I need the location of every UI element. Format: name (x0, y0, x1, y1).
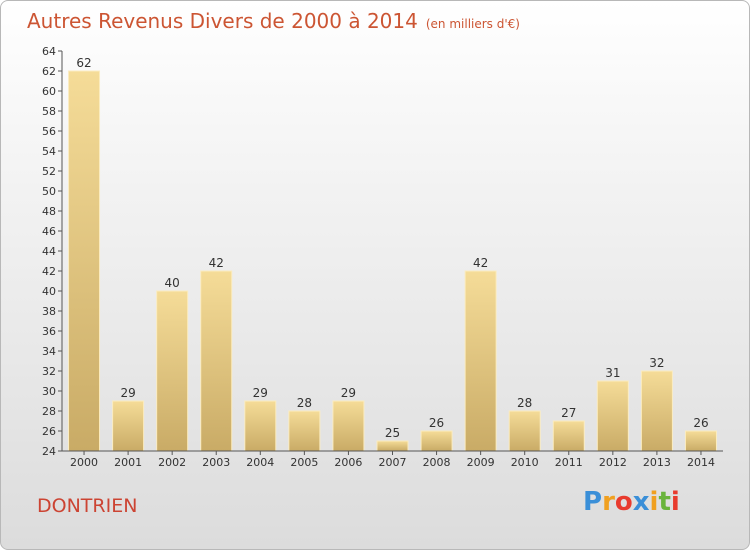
logo-letter: i (670, 487, 680, 517)
y-tick-label-32: 32 (42, 365, 56, 378)
bar-2008 (420, 430, 453, 452)
data-label-2009: 42 (473, 256, 488, 270)
y-tick-label-38: 38 (42, 305, 56, 318)
logo-letter: r (602, 487, 615, 517)
data-label-2012: 31 (605, 366, 620, 380)
x-tick-label-2002: 2002 (158, 456, 186, 469)
x-tick-label-2013: 2013 (643, 456, 671, 469)
chart-title: Autres Revenus Divers de 2000 à 2014 (en … (27, 9, 520, 33)
bar-2010 (508, 410, 541, 452)
bar-2011 (552, 420, 585, 452)
bar-2003 (200, 270, 233, 452)
bar-2009 (464, 270, 497, 452)
x-tick-label-2000: 2000 (70, 456, 98, 469)
chart-title-text: Autres Revenus Divers de 2000 à 2014 (27, 9, 418, 33)
y-tick-label-48: 48 (42, 205, 56, 218)
x-tick-label-2009: 2009 (467, 456, 495, 469)
y-tick-label-62: 62 (42, 65, 56, 78)
x-tick-label-2012: 2012 (599, 456, 627, 469)
x-tick-label-2008: 2008 (423, 456, 451, 469)
y-tick-label-28: 28 (42, 405, 56, 418)
y-tick-label-36: 36 (42, 325, 56, 338)
y-tick-label-54: 54 (42, 145, 56, 158)
bar-2005 (288, 410, 321, 452)
y-tick-label-52: 52 (42, 165, 56, 178)
x-tick-label-2006: 2006 (334, 456, 362, 469)
data-label-2000: 62 (76, 56, 91, 70)
bar-2001 (112, 400, 145, 452)
y-tick-label-30: 30 (42, 385, 56, 398)
data-label-2001: 29 (120, 386, 135, 400)
y-tick-label-46: 46 (42, 225, 56, 238)
x-tick-label-2007: 2007 (379, 456, 407, 469)
bar-2014 (684, 430, 717, 452)
data-label-2004: 29 (253, 386, 268, 400)
x-tick-label-2010: 2010 (511, 456, 539, 469)
y-tick-label-64: 64 (42, 45, 56, 58)
bar-2000 (68, 70, 101, 452)
y-tick-label-58: 58 (42, 105, 56, 118)
y-tick-label-56: 56 (42, 125, 56, 138)
data-label-2010: 28 (517, 396, 532, 410)
y-tick-label-34: 34 (42, 345, 56, 358)
town-name: DONTRIEN (37, 495, 138, 517)
data-label-2013: 32 (649, 356, 664, 370)
x-tick-label-2001: 2001 (114, 456, 142, 469)
bar-2013 (640, 370, 673, 452)
y-tick-label-44: 44 (42, 245, 56, 258)
x-tick-label-2014: 2014 (687, 456, 715, 469)
y-tick-label-40: 40 (42, 285, 56, 298)
x-tick-label-2011: 2011 (555, 456, 583, 469)
proxiti-logo: Proxiti (583, 487, 680, 517)
logo-letter: o (614, 487, 633, 517)
data-label-2003: 42 (209, 256, 224, 270)
bar-2004 (244, 400, 277, 452)
bar-2002 (156, 290, 189, 452)
data-label-2008: 26 (429, 416, 444, 430)
bar-2007 (376, 440, 409, 452)
chart-unit: (en milliers d'€) (425, 17, 520, 31)
y-tick-label-50: 50 (42, 185, 56, 198)
y-tick-label-42: 42 (42, 265, 56, 278)
bar-2006 (332, 400, 365, 452)
logo-letter: i (649, 487, 659, 517)
y-tick-label-24: 24 (42, 445, 56, 458)
x-tick-label-2004: 2004 (246, 456, 274, 469)
logo-letter: P (583, 487, 603, 517)
logo-letter: t (658, 487, 671, 517)
data-label-2006: 29 (341, 386, 356, 400)
y-tick-label-60: 60 (42, 85, 56, 98)
bar-2012 (596, 380, 629, 452)
logo-letter: x (632, 487, 650, 517)
data-label-2007: 25 (385, 426, 400, 440)
data-label-2011: 27 (561, 406, 576, 420)
y-tick-label-26: 26 (42, 425, 56, 438)
data-label-2014: 26 (693, 416, 708, 430)
x-tick-label-2005: 2005 (290, 456, 318, 469)
data-label-2002: 40 (165, 276, 180, 290)
data-label-2005: 28 (297, 396, 312, 410)
x-tick-label-2003: 2003 (202, 456, 230, 469)
